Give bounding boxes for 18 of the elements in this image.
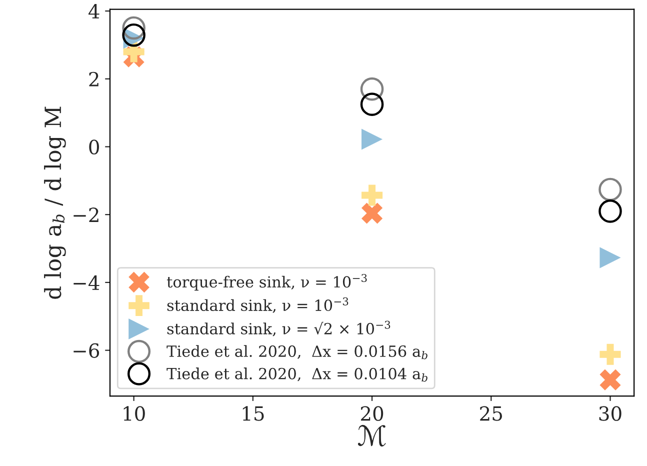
y-axis-title: d log a$_{b}$ / d log M [44, 106, 66, 299]
legend-label: Tiede et al. 2020, Δx = 0.0104 a$_{b}$ [166, 368, 428, 382]
legend-label: standard sink, ν = 10$^{−3}$ [167, 297, 348, 313]
y-tick-label: 2 [89, 72, 98, 86]
x-tick-label: 10 [124, 406, 145, 421]
y-tick-label: −2 [74, 208, 98, 222]
legend-label: torque-free sink, ν = 10$^{−3}$ [166, 274, 367, 291]
y-tick-label: −6 [74, 343, 100, 358]
y-tick-label: −4 [74, 275, 100, 290]
y-tick-label: 0 [89, 140, 99, 154]
x-tick-label: 15 [242, 406, 264, 421]
x-axis-title: ℳ [358, 424, 386, 447]
x-tick-label: 25 [480, 406, 502, 421]
x-tick-label: 20 [360, 406, 384, 421]
legend-label: standard sink, ν = √2 × 10$^{−3}$ [167, 320, 390, 336]
y-tick-label: 4 [88, 4, 100, 18]
legend-label: Tiede et al. 2020, Δx = 0.0156 a$_{b}$ [166, 345, 428, 360]
x-tick-label: 30 [599, 406, 622, 421]
